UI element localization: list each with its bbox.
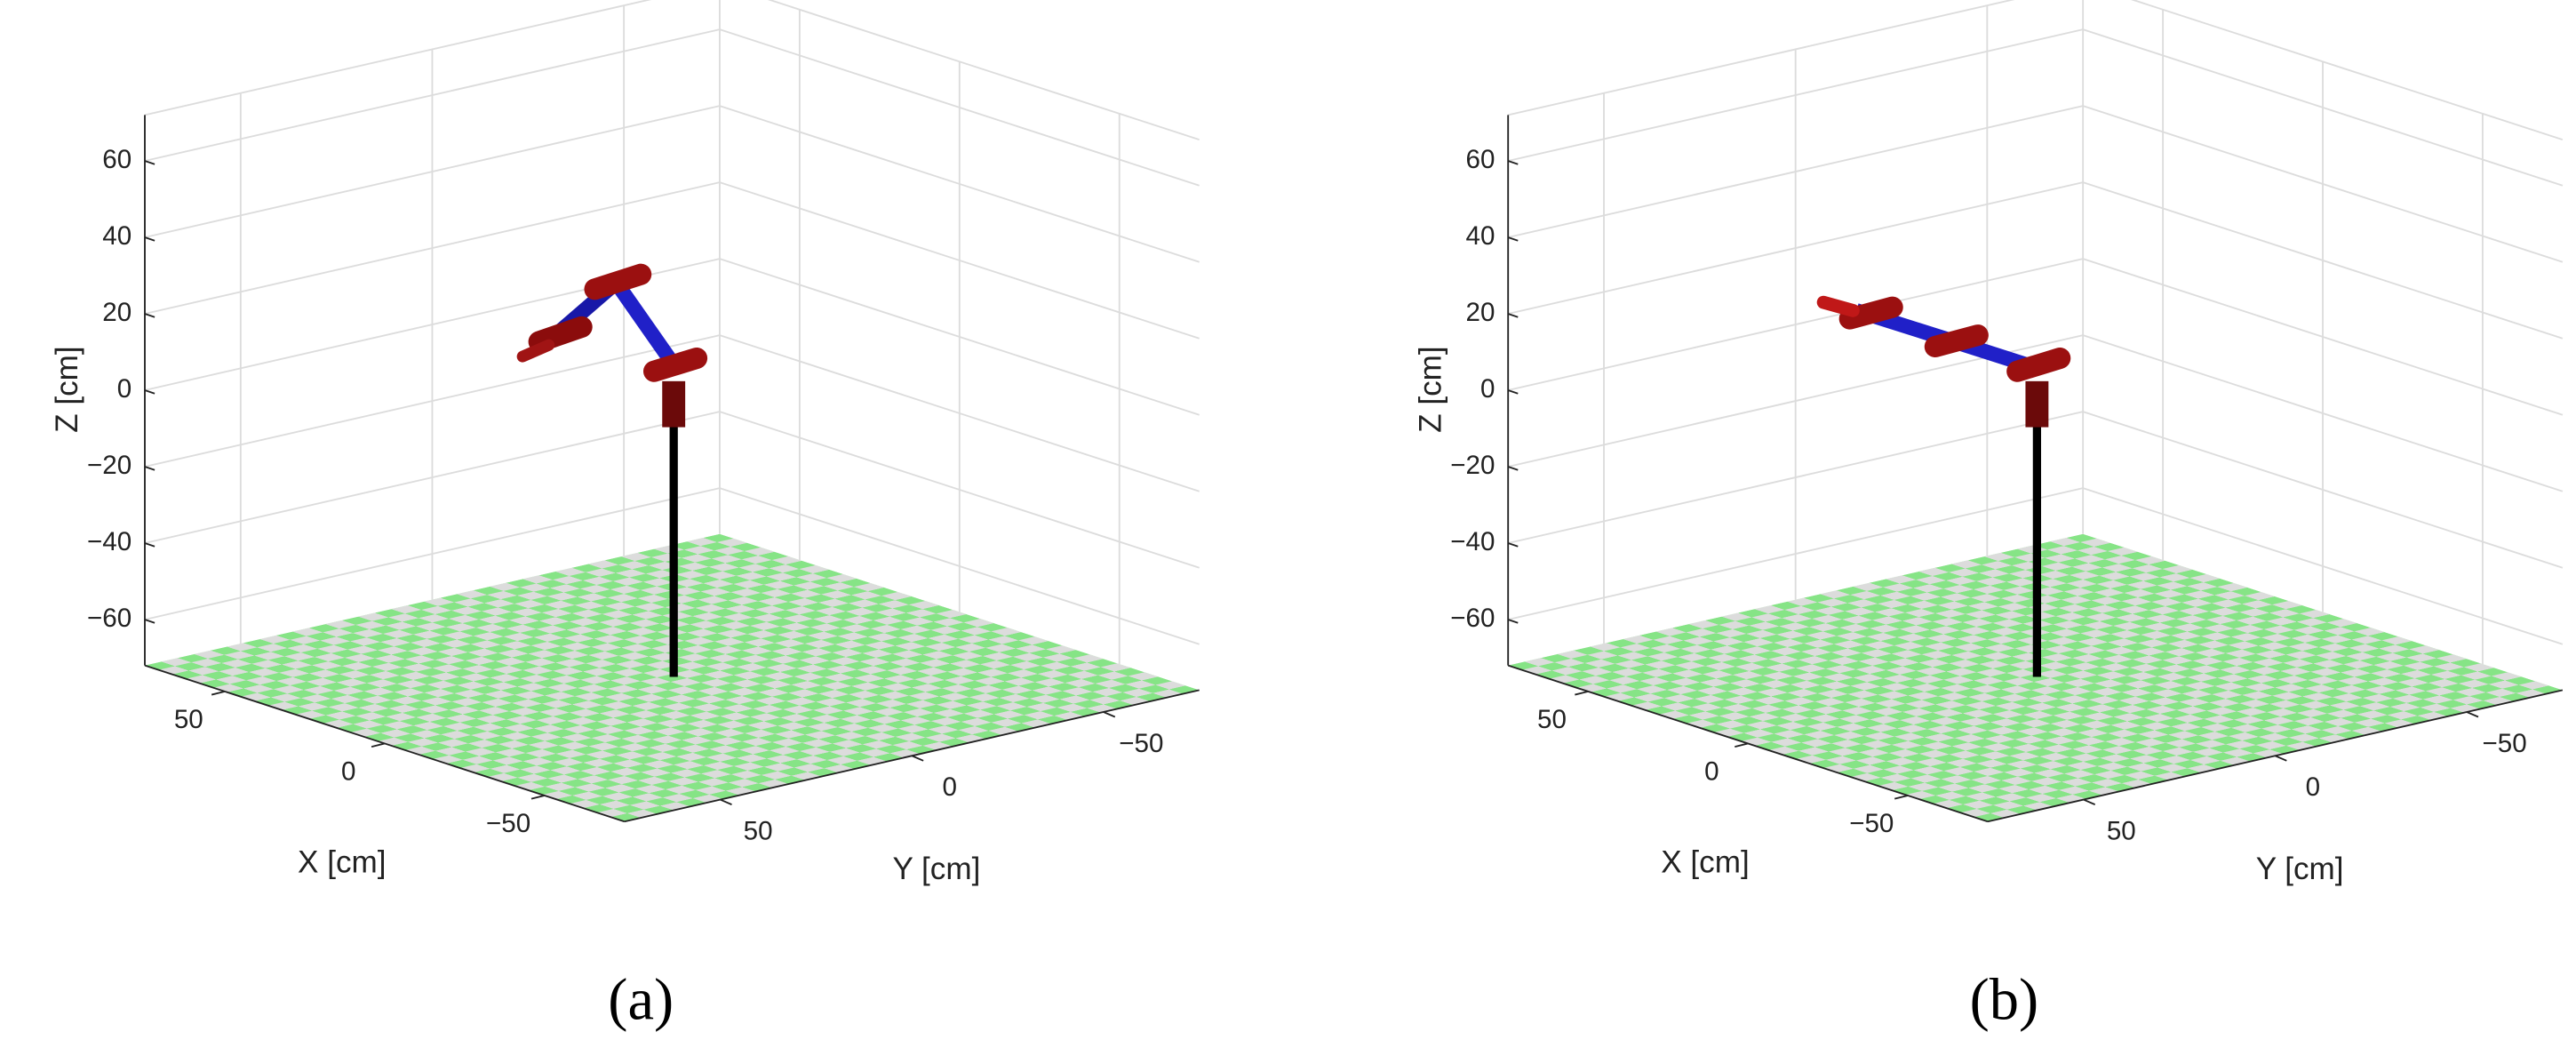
z-tick-label: −60	[87, 604, 132, 633]
grid-line	[767, 0, 1200, 140]
tick-mark	[530, 795, 545, 800]
tick-mark	[1507, 542, 1519, 548]
x-tick-label: 0	[341, 757, 355, 787]
tick-mark	[144, 160, 156, 165]
z-axis-label: Z [cm]	[1413, 346, 1448, 433]
grid-line	[2130, 0, 2564, 140]
tick-mark	[1507, 466, 1519, 471]
grid-line	[1507, 0, 2015, 116]
z-tick-label: 40	[102, 221, 132, 251]
tick-mark	[1894, 795, 1909, 800]
tick-mark	[2275, 755, 2287, 762]
panel: −60 −40 −20 0 20 40 60 −50 0 50 −50 0 50 X [cm] Y [cm]…	[50, 0, 1200, 1033]
z-tick-label: 60	[102, 145, 132, 174]
tick-mark	[1507, 619, 1519, 624]
y-tick-label: 0	[2306, 772, 2320, 802]
x-tick-label: 0	[1704, 757, 1719, 787]
z-tick-label: −40	[1450, 527, 1495, 556]
y-tick-label: 0	[942, 772, 956, 802]
tick-mark	[1507, 160, 1519, 165]
tick-mark	[211, 690, 226, 696]
panel: −60 −40 −20 0 20 40 60 −50 0 50 −50 0 50 X [cm] Y [cm]…	[1413, 0, 2564, 1033]
y-tick-label: 50	[2107, 816, 2136, 845]
robot-arm	[516, 263, 708, 677]
z-tick-label: −20	[87, 451, 132, 480]
z-tick-label: −40	[87, 527, 132, 556]
z-tick-label: 40	[1466, 221, 1495, 251]
y-tick-label: 50	[744, 816, 773, 845]
z-tick-label: 60	[1466, 145, 1495, 174]
tick-mark	[144, 542, 156, 548]
panel-label: (b)	[1970, 968, 2039, 1033]
tick-mark	[144, 389, 156, 395]
y-axis-label: Y [cm]	[2256, 852, 2344, 886]
x-axis-label: X [cm]	[298, 845, 386, 880]
z-axis-label: Z [cm]	[50, 346, 84, 433]
x-axis-label: X [cm]	[1661, 845, 1749, 880]
x-tick-label: 50	[174, 705, 203, 734]
z-tick-label: 0	[1480, 374, 1495, 404]
robot-arm	[1816, 295, 2071, 677]
z-tick-label: −60	[1450, 604, 1495, 633]
tick-mark	[1575, 690, 1589, 696]
tick-mark	[144, 313, 156, 318]
tick-mark	[144, 236, 156, 242]
tick-mark	[2466, 711, 2479, 718]
y-axis-label: Y [cm]	[893, 852, 981, 886]
z-tick-label: 20	[1466, 298, 1495, 327]
tick-mark	[144, 466, 156, 471]
tick-mark	[1507, 236, 1519, 242]
y-tick-label: −50	[1119, 729, 1163, 758]
tick-mark	[2083, 798, 2096, 805]
z-tick-label: 20	[102, 298, 132, 327]
tick-mark	[1103, 711, 1116, 718]
tick-mark	[144, 619, 156, 624]
x-tick-label: 50	[1537, 705, 1567, 734]
tick-mark	[1735, 742, 1749, 748]
tick-mark	[911, 755, 924, 762]
x-tick-label: −50	[1849, 809, 1894, 838]
panel-label: (a)	[608, 968, 674, 1033]
tick-mark	[720, 798, 732, 805]
tick-mark	[1507, 389, 1519, 395]
z-tick-label: 0	[117, 374, 132, 404]
x-tick-label: −50	[486, 809, 530, 838]
y-tick-label: −50	[2482, 729, 2526, 758]
tick-mark	[1507, 313, 1519, 318]
grid-line	[144, 0, 652, 116]
tick-mark	[371, 742, 386, 748]
z-tick-label: −20	[1450, 451, 1495, 480]
